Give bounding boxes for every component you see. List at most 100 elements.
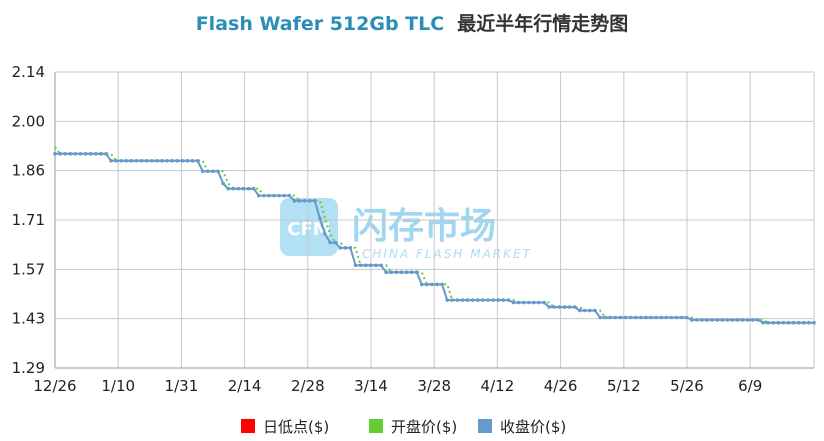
x-tick-label: 6/9: [738, 377, 762, 395]
close-point: [786, 320, 791, 325]
close-point: [226, 186, 230, 191]
legend-label-open[interactable]: 开盘价($): [391, 418, 457, 436]
y-tick-label: 1.43: [12, 310, 45, 328]
close-point: [572, 305, 577, 309]
close-point: [119, 159, 124, 163]
close-point: [644, 315, 648, 320]
close-point: [695, 318, 699, 322]
close-point: [807, 320, 811, 325]
close-point: [455, 298, 460, 302]
close-point: [521, 300, 526, 305]
close-point: [231, 186, 236, 191]
close-point: [781, 320, 786, 325]
close-point: [287, 193, 292, 198]
close-point: [328, 240, 332, 245]
close-point: [812, 320, 816, 325]
close-point: [649, 315, 653, 320]
legend-label-low[interactable]: 日低点($): [263, 418, 329, 436]
close-point: [751, 318, 755, 322]
close-point: [236, 186, 241, 191]
close-point: [542, 300, 546, 305]
close-point: [297, 199, 302, 203]
close-point: [603, 315, 607, 320]
legend-label-close[interactable]: 收盘价($): [500, 418, 566, 436]
close-point: [68, 152, 73, 156]
x-tick-label: 5/12: [607, 377, 641, 395]
close-point: [409, 270, 414, 275]
close-point: [78, 152, 83, 156]
close-point: [705, 318, 709, 322]
close-point: [211, 169, 215, 174]
close-point: [139, 159, 144, 163]
close-point: [363, 263, 368, 268]
close-point: [475, 298, 480, 302]
close-point: [486, 298, 490, 302]
close-point: [593, 308, 597, 313]
x-tick-label: 1/31: [165, 377, 199, 395]
close-point: [53, 152, 57, 156]
legend: 日低点($) 开盘价($) 收盘价($): [241, 418, 566, 436]
close-point: [771, 320, 776, 325]
close-point: [262, 193, 266, 198]
close-point: [725, 318, 730, 322]
close-point: [618, 315, 623, 320]
close-point: [104, 152, 108, 156]
close-point: [481, 298, 485, 302]
close-point: [134, 159, 139, 163]
close-point: [440, 282, 444, 287]
legend-swatch-close[interactable]: [478, 419, 492, 433]
legend-swatch-low[interactable]: [241, 419, 255, 433]
close-point: [160, 159, 164, 163]
close-point: [639, 315, 643, 320]
close-point: [414, 270, 419, 275]
close-point: [588, 308, 592, 313]
close-point: [679, 315, 684, 320]
y-tick-label: 1.57: [12, 260, 45, 278]
close-point: [552, 305, 557, 309]
chart-title-en: Flash Wafer 512Gb TLC: [196, 13, 444, 35]
close-point: [114, 159, 118, 163]
close-point: [430, 282, 434, 287]
close-point: [175, 159, 180, 163]
close-point: [241, 186, 246, 191]
x-tick-label: 2/14: [228, 377, 262, 395]
close-point: [735, 318, 740, 322]
close-point: [333, 240, 337, 245]
close-point: [83, 152, 88, 156]
close-point: [195, 159, 200, 163]
close-point: [419, 282, 424, 287]
close-point: [756, 318, 760, 322]
close-point: [506, 298, 511, 302]
close-point: [165, 159, 169, 163]
close-point: [796, 320, 801, 325]
close-point: [501, 298, 506, 302]
close-point: [369, 263, 373, 268]
close-point: [491, 298, 495, 302]
close-point: [715, 318, 720, 322]
y-tick-label: 2.00: [12, 112, 45, 130]
close-point: [445, 298, 450, 302]
close-point: [776, 320, 781, 325]
grid: [54, 71, 815, 369]
close-point: [700, 318, 704, 322]
close-point: [425, 282, 429, 287]
close-point: [129, 159, 134, 163]
close-point: [628, 315, 633, 320]
close-point: [450, 298, 455, 302]
close-point: [190, 159, 195, 163]
close-point: [608, 315, 613, 320]
close-point: [216, 169, 220, 174]
close-point: [307, 199, 312, 203]
x-axis-ticks: 12/26 1/10 1/31 2/14 2/28 3/14 3/28 4/12 4/26 5/1…: [33, 377, 762, 395]
legend-swatch-open[interactable]: [369, 419, 383, 433]
x-tick-label: 3/28: [417, 377, 451, 395]
close-point: [379, 263, 383, 268]
close-point: [312, 199, 317, 203]
close-point: [435, 282, 439, 287]
close-point: [567, 305, 572, 309]
close-point: [170, 159, 174, 163]
close-point: [399, 270, 404, 275]
close-point: [63, 152, 67, 156]
close-point: [338, 246, 343, 250]
close-point: [58, 152, 62, 156]
